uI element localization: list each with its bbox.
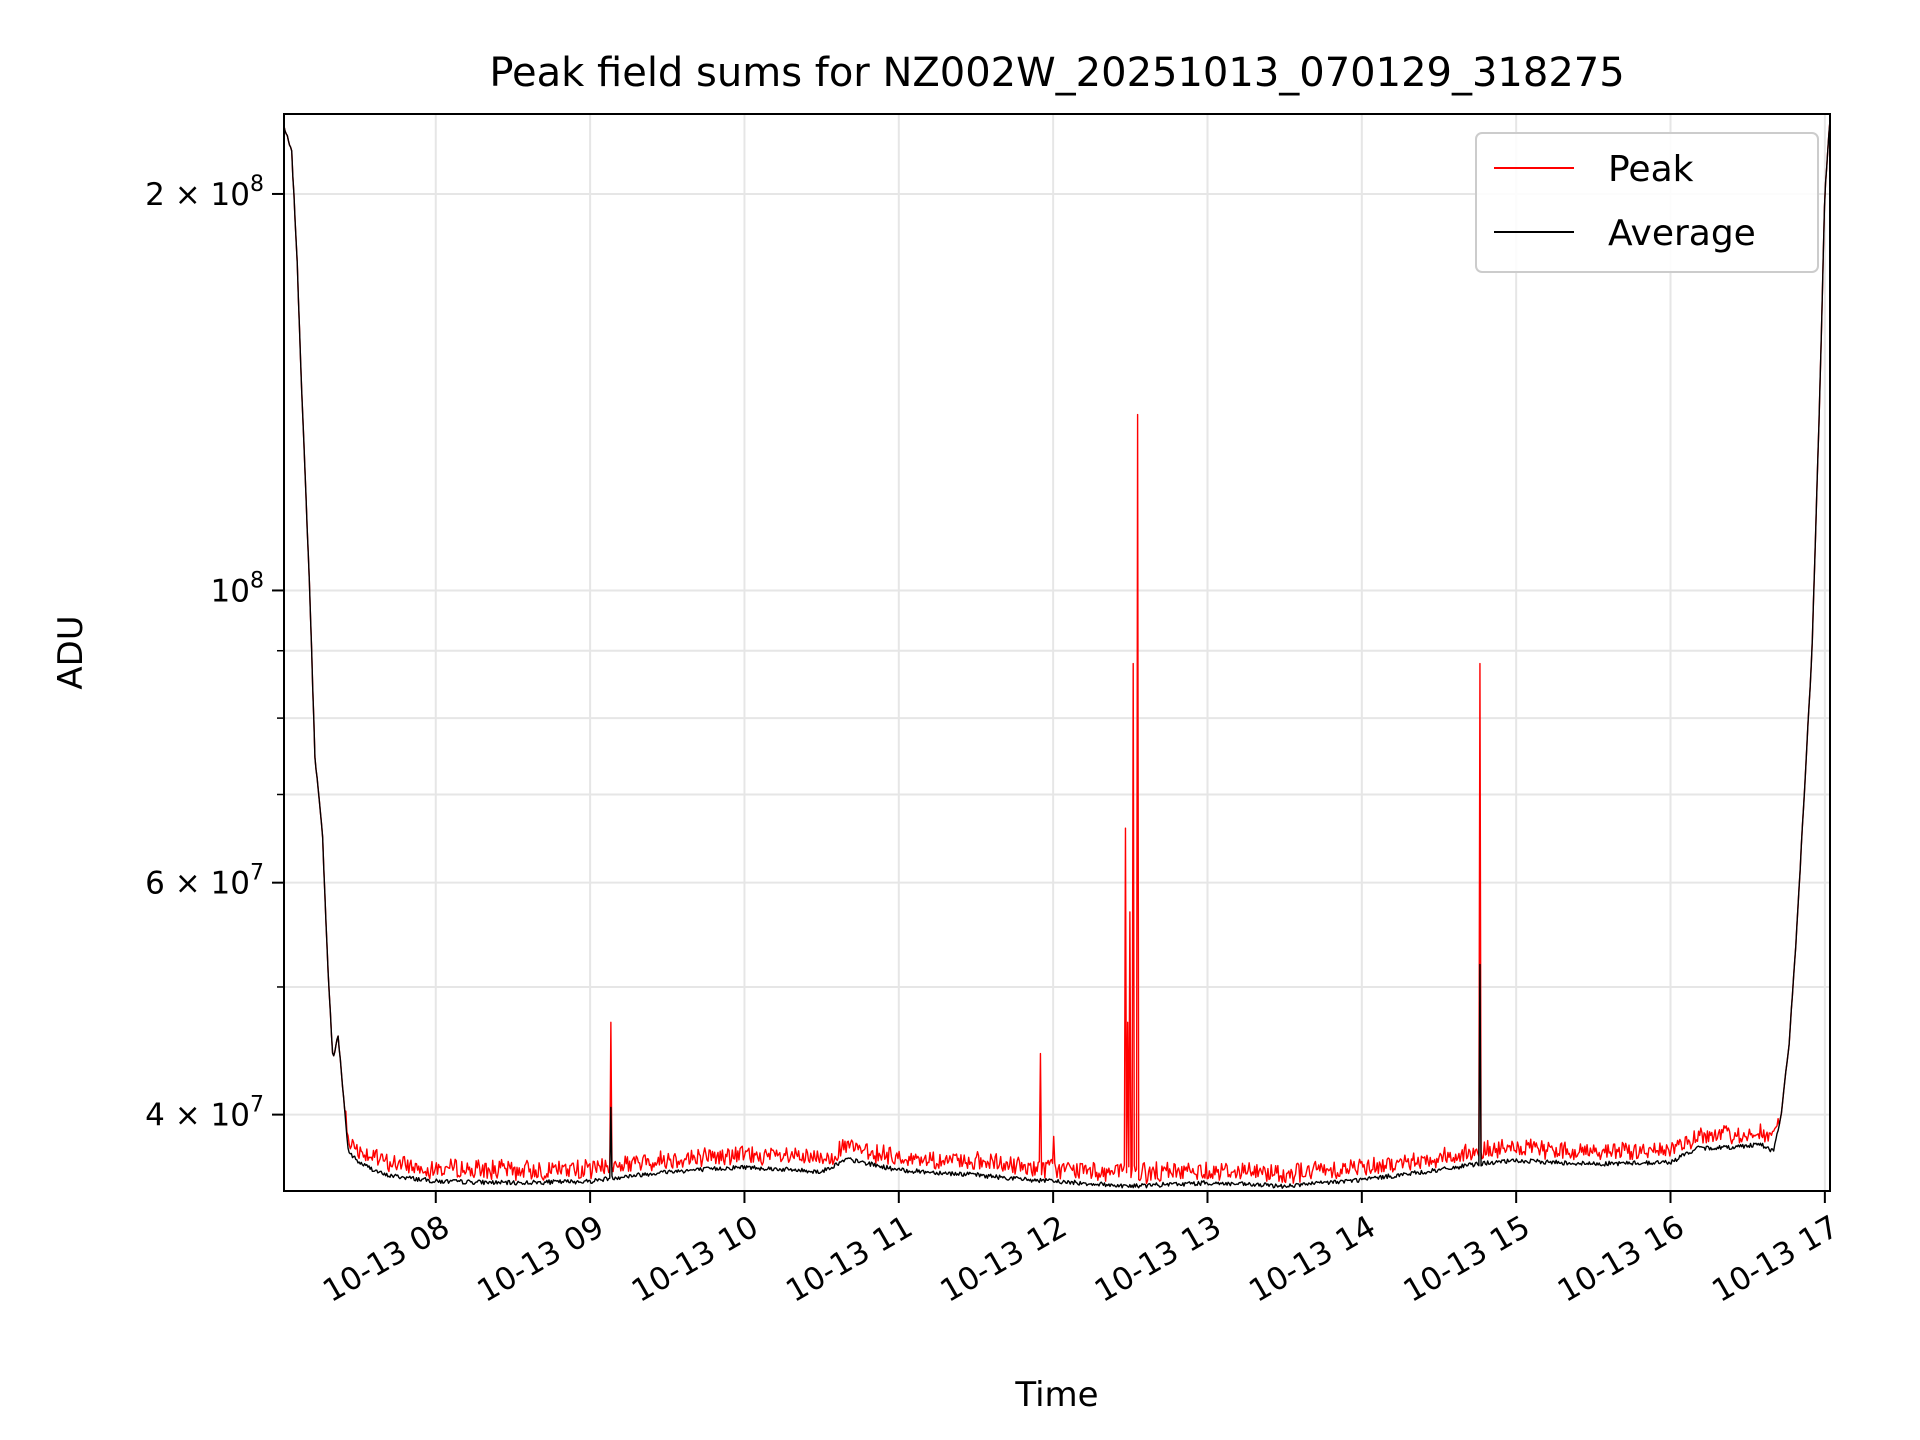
series-line-peak <box>283 120 1831 1185</box>
y-tick-label: 2 × 108 <box>145 172 264 213</box>
plot-frame <box>283 113 1831 1192</box>
y-tick-label: 6 × 107 <box>145 861 264 902</box>
chart-title: Peak field sums for NZ002W_20251013_0701… <box>489 50 1624 96</box>
series-line-average <box>283 120 1831 1189</box>
legend-label-average: Average <box>1608 213 1756 254</box>
grid <box>284 114 1830 1191</box>
x-axis-label: Time <box>1014 1375 1098 1415</box>
legend: Peak Average <box>1475 132 1819 273</box>
y-tick-label: 108 <box>211 568 264 609</box>
plot-lines <box>283 120 1831 1189</box>
y-axis-label: ADU <box>51 615 91 689</box>
legend-label-peak: Peak <box>1608 149 1694 190</box>
y-tick-label: 4 × 107 <box>145 1093 264 1134</box>
